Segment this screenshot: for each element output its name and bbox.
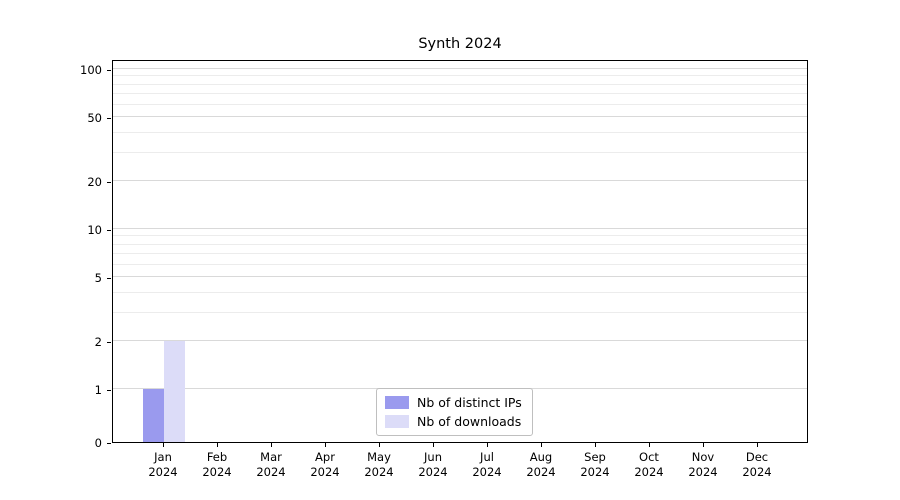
x-tick-mark [217,443,218,447]
x-tick-mark [757,443,758,447]
gridline-minor [113,252,807,254]
x-tick-label: Mar 2024 [256,450,286,479]
x-tick-label: Jan 2024 [148,450,178,479]
gridline-major [113,276,807,278]
x-tick-label: Feb 2024 [202,450,232,479]
y-tick-label: 0 [94,436,102,450]
y-tick-label: 2 [94,334,102,349]
gridline-minor [113,291,807,293]
gridline-minor [113,243,807,245]
x-tick-label: Sep 2024 [580,450,610,479]
y-tick-mark [107,181,111,183]
gridline-minor [113,75,807,77]
gridline-minor [113,92,807,94]
y-tick-label: 1 [94,383,102,398]
gridline-major [113,179,807,181]
bar-nb-of-distinct-ips [143,389,164,442]
y-tick-mark [107,230,111,232]
plot-area [112,60,808,443]
x-tick-mark [487,443,488,447]
gridline-major [113,339,807,341]
y-tick-label: 50 [87,111,102,126]
gridline-minor [113,103,807,105]
y-tick-mark [107,341,111,343]
y-tick-mark [107,278,111,280]
x-tick-mark [649,443,650,447]
bar-nb-of-downloads [164,340,185,442]
x-tick-label: May 2024 [364,450,394,479]
x-tick-mark [379,443,380,447]
y-tick-mark [107,70,111,71]
legend-entry: Nb of distinct IPs [385,395,522,410]
x-tick-mark [163,443,164,447]
legend-swatch-icon [385,396,409,409]
x-tick-label: Nov 2024 [688,450,718,479]
legend: Nb of distinct IPs Nb of downloads [376,388,533,436]
gridline-minor [113,263,807,265]
x-tick-label: Aug 2024 [526,450,556,479]
gridline-major [113,228,807,230]
legend-label: Nb of distinct IPs [417,395,522,410]
x-tick-label: Jun 2024 [418,450,448,479]
gridline-major [113,68,807,69]
x-tick-mark [595,443,596,447]
gridline-minor [113,131,807,133]
chart-title: Synth 2024 [418,36,502,52]
gridline-minor [113,311,807,313]
legend-label: Nb of downloads [417,414,522,429]
x-tick-mark [433,443,434,447]
y-tick-mark [107,390,111,392]
x-tick-label: Oct 2024 [634,450,664,479]
legend-entry: Nb of downloads [385,414,522,429]
y-tick-label: 10 [87,223,102,238]
x-tick-mark [541,443,542,447]
y-tick-label: 5 [94,271,102,286]
y-tick-mark [107,118,111,120]
x-tick-mark [271,443,272,447]
gridline-minor [113,151,807,153]
legend-swatch-icon [385,415,409,428]
x-tick-label: Dec 2024 [742,450,772,479]
y-tick-label: 20 [87,174,102,189]
gridline-major [113,116,807,118]
x-tick-mark [325,443,326,447]
gridline-minor [113,235,807,237]
gridline-minor [113,83,807,85]
x-tick-label: Apr 2024 [310,450,340,479]
x-tick-mark [703,443,704,447]
x-tick-label: Jul 2024 [472,450,502,479]
y-tick-mark [107,443,111,444]
y-tick-label: 100 [80,63,102,77]
